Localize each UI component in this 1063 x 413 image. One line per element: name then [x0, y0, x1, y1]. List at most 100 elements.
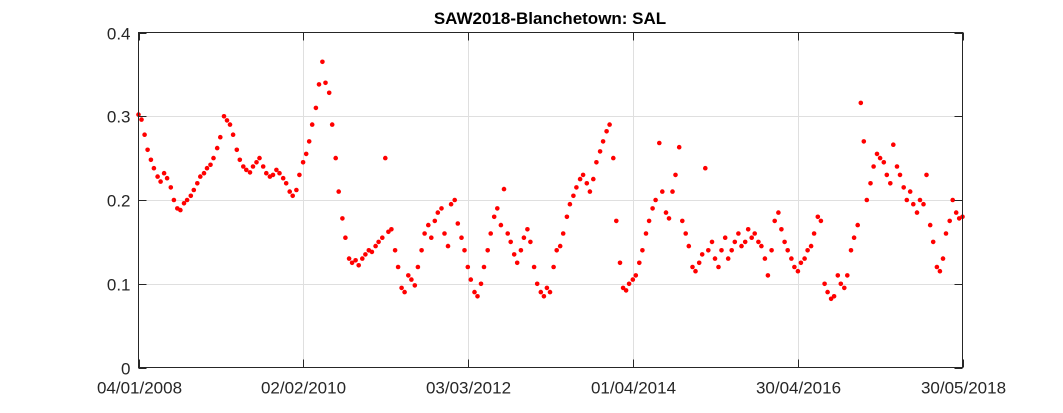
data-point [214, 145, 220, 151]
data-point [442, 231, 447, 236]
data-point [511, 252, 517, 257]
data-point [891, 142, 896, 147]
data-point [313, 105, 319, 111]
data-point [346, 256, 352, 261]
data-point [158, 179, 163, 184]
data-point [864, 197, 870, 203]
data-point [574, 185, 579, 190]
data-point [409, 277, 414, 282]
y-tick-label: 0 [121, 360, 130, 379]
data-point [722, 235, 728, 240]
data-point [871, 164, 876, 169]
data-point [811, 231, 817, 236]
data-point [802, 256, 807, 261]
data-point [234, 147, 240, 153]
data-point [719, 248, 724, 253]
data-point [392, 248, 398, 253]
data-point [283, 181, 289, 186]
data-point [818, 218, 824, 224]
data-point [660, 189, 665, 194]
data-point [472, 289, 477, 295]
data-point [422, 231, 427, 236]
data-point [485, 248, 491, 253]
data-point [930, 239, 936, 245]
data-point [221, 114, 227, 119]
data-point [274, 167, 279, 173]
data-point [402, 289, 407, 295]
data-point [666, 216, 672, 221]
data-point [571, 193, 576, 199]
data-point [531, 264, 537, 270]
data-point [653, 197, 658, 203]
data-point [498, 222, 504, 228]
data-point [204, 165, 210, 171]
data-point [380, 235, 385, 240]
data-point [356, 263, 362, 268]
data-point [544, 285, 550, 291]
data-point [855, 222, 860, 228]
data-point [309, 122, 315, 127]
data-point [412, 283, 418, 288]
chart-title: SAW2018-Blanchetown: SAL [434, 9, 666, 28]
data-point [795, 268, 801, 274]
data-point [514, 260, 520, 266]
x-tick-label: 01/04/2014 [591, 379, 676, 398]
data-point [881, 160, 887, 165]
y-tick-label: 0.3 [107, 108, 131, 127]
data-point [435, 210, 441, 215]
y-tick-label: 0.4 [107, 25, 131, 44]
data-point [690, 264, 695, 270]
data-point [432, 218, 438, 224]
data-point [686, 243, 692, 249]
data-point [749, 235, 754, 240]
data-point [230, 132, 236, 137]
data-point [224, 118, 230, 123]
data-point [643, 231, 649, 236]
data-point [439, 206, 444, 211]
data-point [805, 248, 810, 253]
y-tick-label: 0.1 [107, 276, 131, 295]
data-point [560, 231, 566, 236]
data-point [709, 239, 715, 245]
data-point [904, 197, 910, 203]
data-point [953, 210, 959, 215]
data-point [491, 214, 497, 220]
data-point [703, 165, 708, 171]
data-point [195, 181, 200, 186]
data-point [696, 260, 702, 266]
data-point [736, 231, 741, 236]
data-point [693, 268, 698, 274]
data-point [564, 214, 570, 220]
data-point [178, 207, 183, 213]
data-point [343, 235, 348, 240]
data-point [241, 164, 246, 169]
data-point [363, 252, 368, 257]
data-point [626, 281, 632, 287]
data-point [924, 172, 929, 178]
data-point [789, 256, 794, 261]
data-point [947, 218, 952, 224]
data-point [508, 239, 513, 245]
data-point [739, 243, 744, 249]
data-point [188, 193, 194, 199]
data-point [521, 235, 527, 240]
data-point [171, 197, 177, 203]
data-point [290, 193, 296, 199]
data-point [164, 175, 170, 181]
data-point [151, 165, 157, 171]
data-point [712, 256, 718, 261]
data-point [617, 260, 623, 266]
data-point [547, 289, 553, 295]
data-point [848, 248, 854, 253]
data-point [227, 122, 233, 127]
data-point [518, 248, 524, 253]
data-point [478, 281, 484, 287]
data-point [534, 281, 540, 287]
data-point [927, 222, 933, 228]
data-point [897, 172, 903, 178]
data-point [369, 249, 375, 255]
data-point [917, 197, 923, 203]
data-point [280, 175, 286, 181]
data-point [557, 243, 563, 249]
data-point [429, 235, 434, 240]
